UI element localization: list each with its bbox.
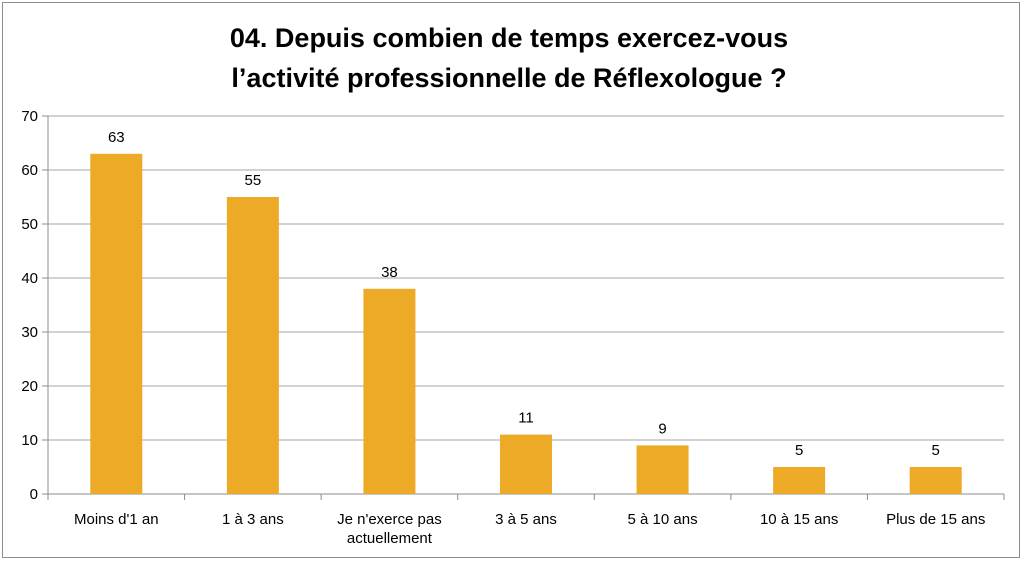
x-category-label: 1 à 3 ans [222,511,284,528]
bar [90,153,143,495]
data-label: 5 [932,442,940,459]
bar [773,467,826,494]
data-label: 55 [245,172,262,189]
bar [226,197,279,494]
x-category-label: 5 à 10 ans [628,511,698,528]
y-tick-label: 70 [21,108,38,125]
y-tick-label: 60 [21,162,38,179]
x-category-label: 3 à 5 ans [495,511,557,528]
data-label: 5 [795,442,803,459]
x-category-label: Moins d'1 an [74,511,159,528]
bar [636,445,689,494]
chart-title-line-2: l’activité professionnelle de Réflexolog… [231,63,787,93]
bar [909,467,962,494]
bar [500,434,552,494]
y-tick-label: 40 [21,270,38,287]
x-category-label: Je n'exerce pas [337,511,442,528]
x-category-label: Plus de 15 ans [886,511,985,528]
y-tick-label: 50 [21,216,38,233]
bar [363,288,416,494]
chart-title: 04. Depuis combien de temps exercez-vous… [0,18,1018,98]
data-label: 63 [108,129,125,146]
data-label: 38 [381,264,398,281]
x-category-label: 10 à 15 ans [760,511,838,528]
y-tick-label: 0 [30,486,38,503]
gridlines [48,115,1004,441]
x-category-label: actuellement [347,530,433,547]
y-tick-label: 20 [21,378,38,395]
y-tick-label: 30 [21,324,38,341]
y-tick-label: 10 [21,432,38,449]
chart-title-line-1: 04. Depuis combien de temps exercez-vous [229,23,789,53]
data-label: 11 [518,410,534,427]
bars [90,153,962,495]
data-label: 9 [658,420,666,437]
